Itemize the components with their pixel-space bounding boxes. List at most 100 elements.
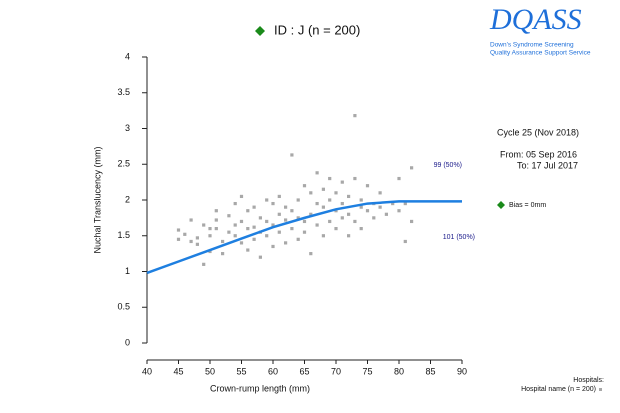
annotation: From: 05 Sep 2016 bbox=[500, 149, 577, 159]
logo-title: DQASS bbox=[489, 3, 582, 36]
y-tick-label: 1 bbox=[125, 266, 130, 276]
y-tick-label: 3 bbox=[125, 123, 130, 133]
point bbox=[365, 184, 370, 188]
point bbox=[384, 212, 388, 216]
point bbox=[239, 194, 244, 199]
point bbox=[340, 201, 344, 206]
x-tick-label: 40 bbox=[142, 366, 152, 376]
y-tick-label: 0.5 bbox=[117, 302, 130, 312]
point bbox=[302, 184, 307, 188]
point bbox=[378, 191, 382, 195]
title-marker bbox=[255, 26, 265, 36]
point bbox=[359, 198, 363, 202]
point bbox=[296, 237, 300, 241]
point bbox=[233, 223, 237, 227]
x-tick-label: 70 bbox=[331, 366, 341, 376]
point bbox=[359, 205, 363, 209]
legend-label: Hospital name (n = 200) bbox=[521, 386, 596, 393]
annotation: Hospitals: bbox=[573, 377, 604, 384]
point bbox=[403, 239, 407, 244]
point bbox=[227, 230, 231, 234]
point bbox=[296, 216, 300, 220]
point bbox=[372, 216, 376, 220]
annotation: 101 (50%) bbox=[443, 234, 475, 241]
point bbox=[302, 230, 307, 234]
point bbox=[189, 218, 193, 222]
point bbox=[321, 234, 325, 238]
point bbox=[277, 212, 281, 216]
point bbox=[328, 198, 332, 202]
point bbox=[195, 242, 199, 246]
point bbox=[252, 225, 256, 229]
point bbox=[353, 219, 357, 224]
point bbox=[233, 201, 237, 206]
point bbox=[321, 187, 325, 191]
y-tick-label: 2.5 bbox=[117, 159, 130, 169]
point bbox=[290, 209, 294, 213]
point bbox=[246, 209, 250, 213]
point bbox=[378, 205, 382, 209]
point bbox=[309, 252, 313, 256]
point bbox=[397, 176, 401, 181]
point bbox=[271, 201, 275, 206]
x-tick-label: 85 bbox=[425, 366, 435, 376]
point bbox=[410, 219, 414, 224]
point bbox=[214, 218, 218, 222]
annotation: To: 17 Jul 2017 bbox=[517, 160, 578, 170]
point bbox=[284, 205, 288, 209]
point bbox=[208, 234, 212, 238]
x-tick-label: 80 bbox=[394, 366, 404, 376]
x-tick-label: 50 bbox=[205, 366, 215, 376]
annotation: Bias = 0mm bbox=[509, 202, 546, 209]
point bbox=[246, 248, 250, 252]
point bbox=[202, 262, 206, 266]
point bbox=[347, 234, 351, 238]
point bbox=[328, 219, 332, 224]
point bbox=[176, 237, 181, 241]
point bbox=[183, 232, 187, 236]
x-tick-label: 90 bbox=[457, 366, 467, 376]
point bbox=[265, 198, 269, 202]
point bbox=[347, 212, 351, 216]
point bbox=[328, 176, 332, 181]
point bbox=[302, 219, 307, 224]
point bbox=[403, 201, 407, 206]
point bbox=[214, 227, 218, 231]
point bbox=[340, 216, 344, 220]
point bbox=[277, 194, 281, 199]
y-tick-label: 4 bbox=[125, 51, 130, 61]
point bbox=[334, 227, 338, 231]
point bbox=[271, 244, 275, 249]
point bbox=[221, 252, 225, 256]
point bbox=[290, 153, 294, 157]
x-tick-label: 55 bbox=[236, 366, 246, 376]
y-tick-label: 2 bbox=[125, 194, 130, 204]
y-axis-label: Nuchal Translucency (mm) bbox=[92, 146, 102, 253]
point bbox=[321, 205, 325, 209]
point bbox=[397, 209, 401, 213]
point bbox=[334, 209, 338, 213]
point bbox=[296, 198, 300, 202]
point bbox=[359, 227, 363, 231]
point bbox=[315, 223, 319, 227]
point bbox=[290, 227, 294, 231]
point bbox=[284, 241, 288, 245]
point bbox=[208, 227, 212, 231]
point bbox=[309, 212, 313, 216]
x-tick-label: 75 bbox=[362, 366, 372, 376]
point bbox=[265, 234, 269, 238]
point bbox=[347, 194, 351, 199]
point bbox=[315, 201, 319, 206]
point bbox=[195, 236, 199, 240]
y-tick-label: 3.5 bbox=[117, 87, 130, 97]
point bbox=[340, 180, 344, 184]
point bbox=[353, 114, 357, 118]
y-tick-label: 1.5 bbox=[117, 230, 130, 240]
point bbox=[258, 216, 262, 220]
point bbox=[271, 223, 275, 227]
point bbox=[202, 223, 206, 227]
logo-line: Down's Syndrome Screening bbox=[490, 42, 574, 49]
point bbox=[176, 228, 181, 232]
point bbox=[208, 249, 212, 254]
